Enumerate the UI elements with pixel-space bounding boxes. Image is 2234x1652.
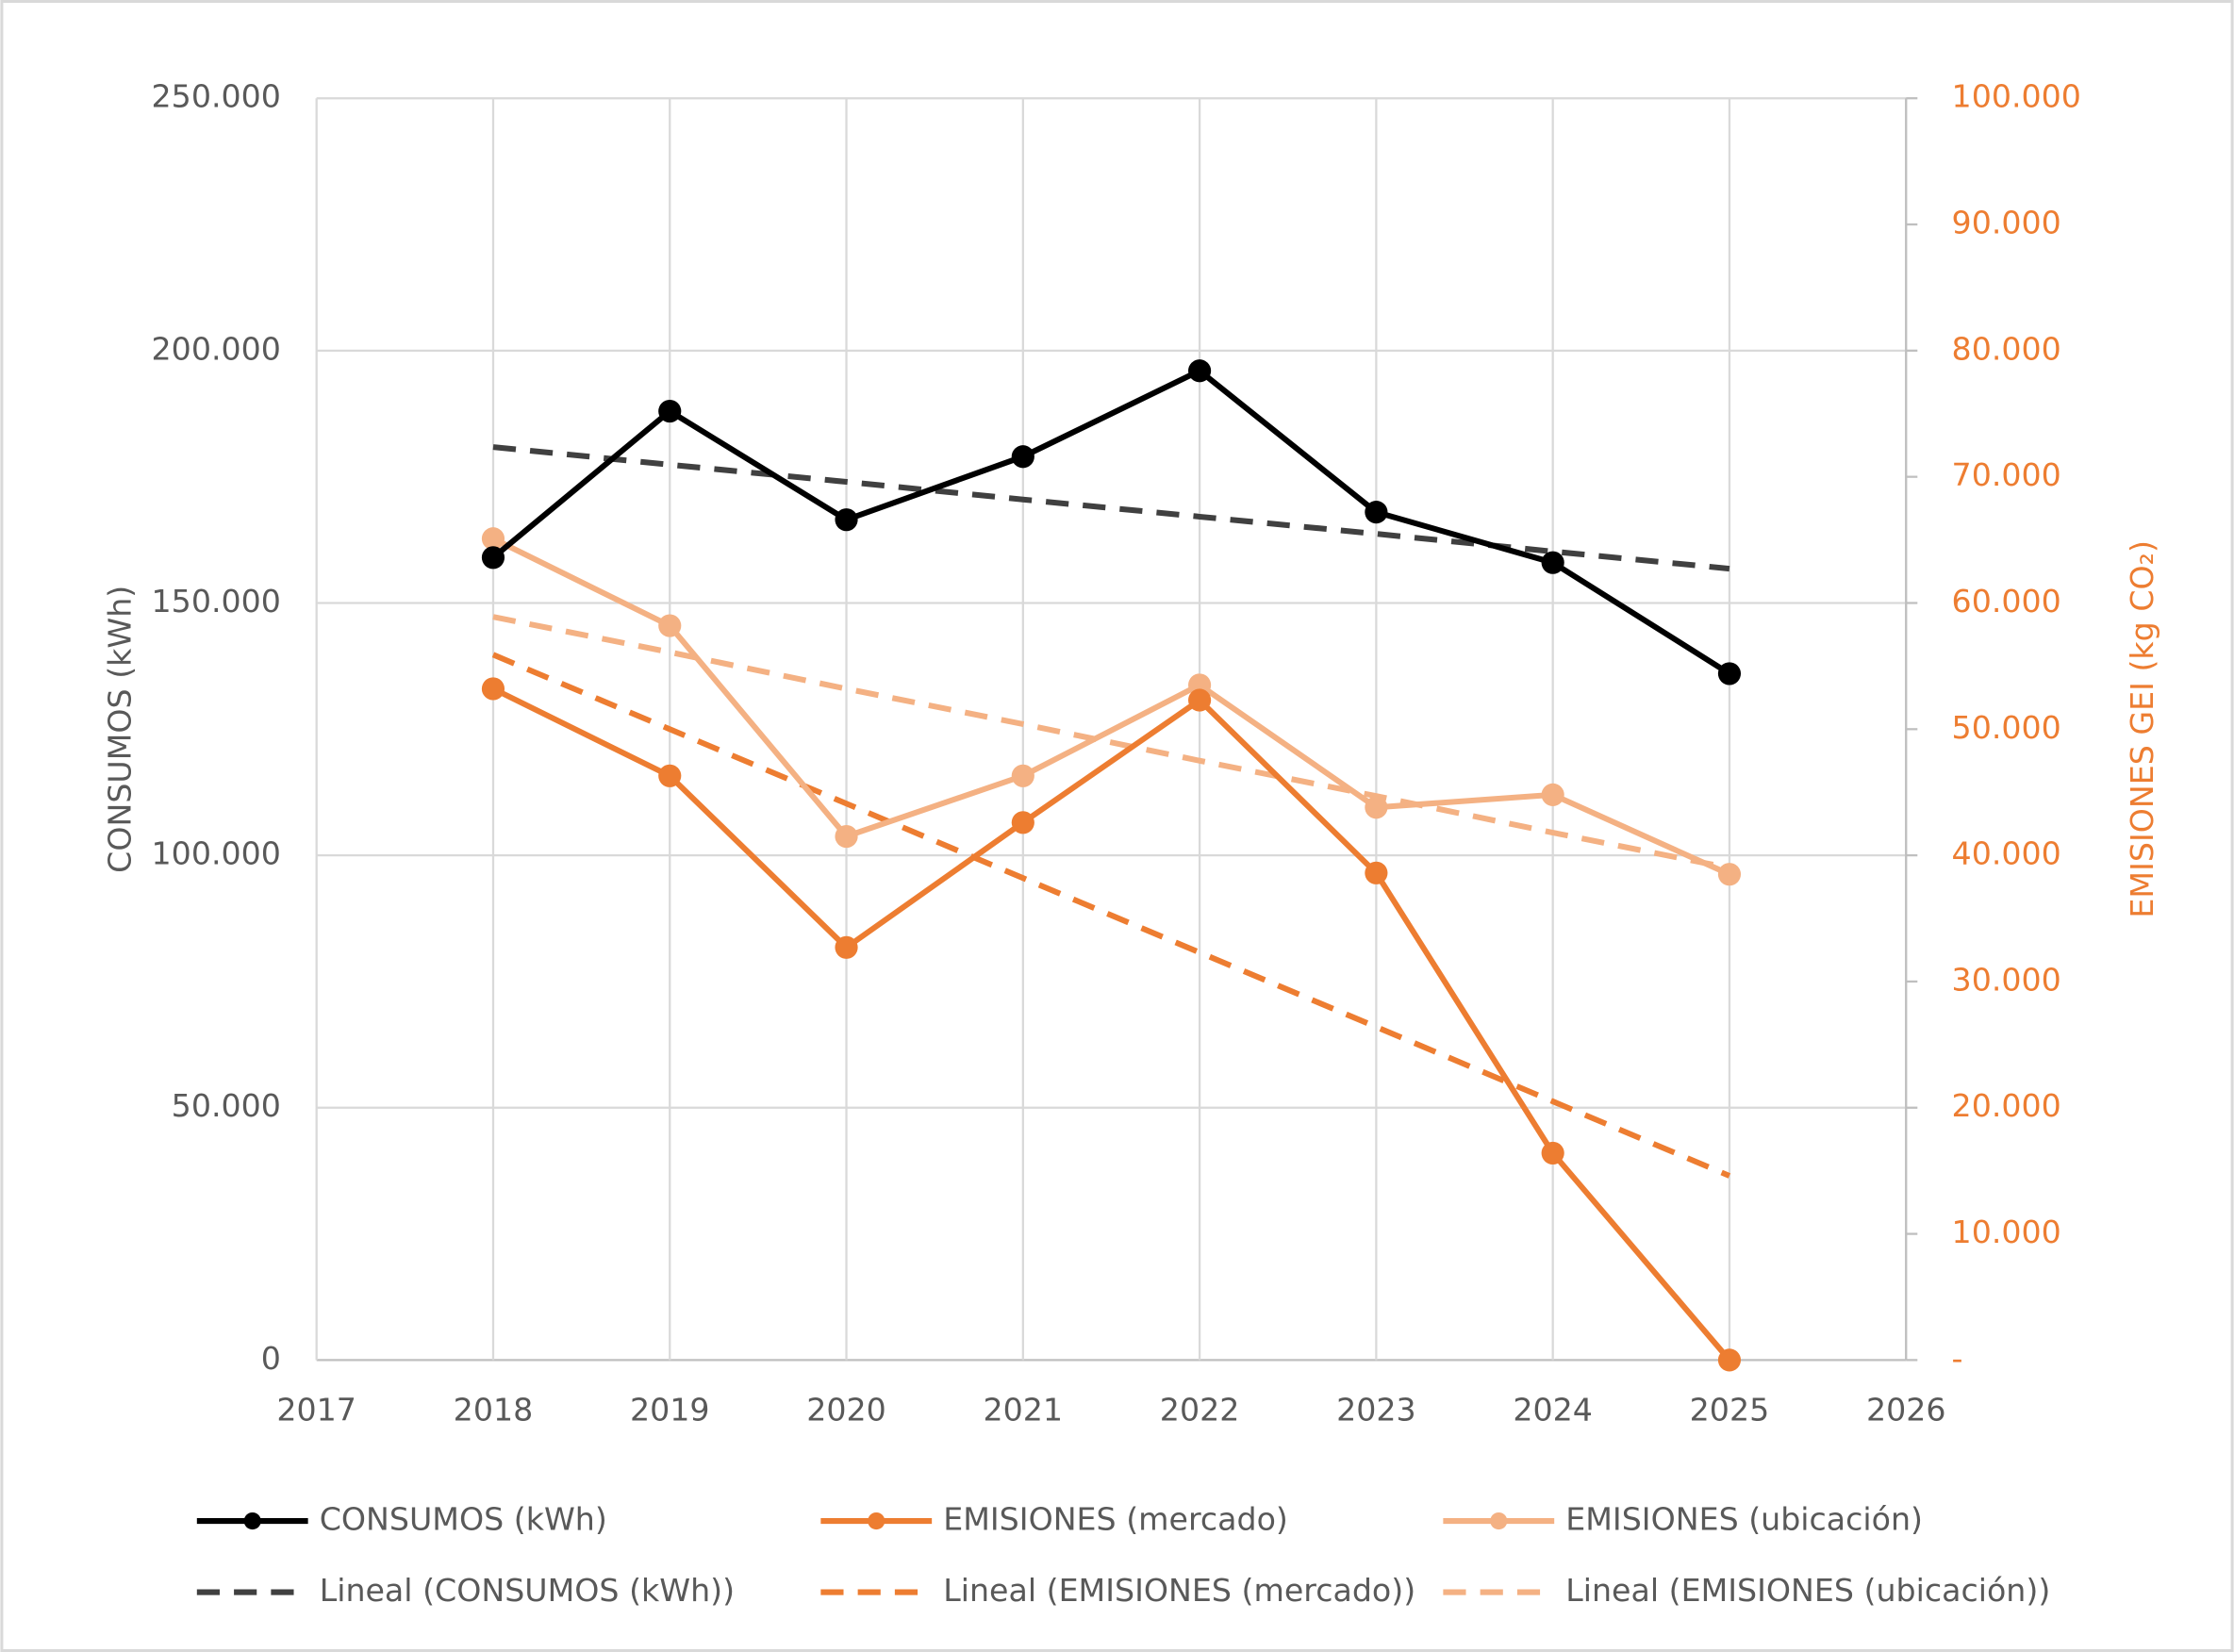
legend-label: CONSUMOS (kWh) xyxy=(320,1501,607,1538)
point-marker xyxy=(835,508,858,532)
y2-tick-label: 20.000 xyxy=(1952,1087,2061,1124)
y-tick-label: 250.000 xyxy=(152,78,281,115)
trend-line xyxy=(492,614,1730,871)
y2-tick-label: 30.000 xyxy=(1952,961,2061,998)
point-marker xyxy=(1365,796,1388,819)
point-marker xyxy=(1717,863,1742,886)
point-marker xyxy=(1541,783,1564,806)
point-marker xyxy=(1188,688,1212,712)
y2-tick-label: - xyxy=(1952,1340,1963,1377)
x-tick-label: 2026 xyxy=(1866,1391,1946,1428)
x-tick-label: 2020 xyxy=(806,1391,886,1428)
y2-axis-label: EMISIONES GEI (kg CO₂) xyxy=(2124,540,2160,918)
point-marker xyxy=(1011,811,1034,834)
trend-line xyxy=(492,444,1730,572)
point-marker xyxy=(658,399,682,423)
y-axis-label: CONSUMOS (kWh) xyxy=(101,586,138,873)
point-marker xyxy=(1011,445,1034,469)
series-line xyxy=(491,686,1732,1363)
series-line xyxy=(491,368,1731,676)
trend-line xyxy=(491,652,1731,1179)
y2-tick-label: 50.000 xyxy=(1952,709,2061,746)
y2-tick-label: 60.000 xyxy=(1952,583,2061,620)
point-marker xyxy=(1365,861,1388,884)
y2-tick-label: 80.000 xyxy=(1952,330,2061,367)
y-tick-label: 200.000 xyxy=(152,330,281,367)
x-tick-label: 2019 xyxy=(630,1391,710,1428)
legend-label: Lineal (EMISIONES (mercado)) xyxy=(943,1572,1415,1609)
point-marker xyxy=(1541,551,1564,574)
y2-tick-label: 40.000 xyxy=(1952,835,2061,872)
legend-marker xyxy=(868,1512,885,1530)
y2-tick-label: 90.000 xyxy=(1952,205,2061,241)
point-marker xyxy=(835,935,858,959)
point-marker xyxy=(658,764,682,787)
legend-label: Lineal (CONSUMOS (kWh)) xyxy=(320,1572,735,1609)
y-tick-label: 50.000 xyxy=(172,1087,281,1124)
y-tick-label: 150.000 xyxy=(152,583,281,620)
y2-tick-label: 70.000 xyxy=(1952,456,2061,493)
point-marker xyxy=(1188,359,1212,383)
point-marker xyxy=(1011,764,1034,787)
legend-label: EMISIONES (ubicación) xyxy=(1565,1501,1923,1538)
x-tick-label: 2018 xyxy=(454,1391,534,1428)
y-tick-label: 100.000 xyxy=(152,835,281,872)
point-marker xyxy=(1541,1141,1564,1165)
x-tick-label: 2023 xyxy=(1336,1391,1416,1428)
point-marker xyxy=(658,614,682,637)
legend-marker xyxy=(243,1512,261,1530)
legend-label: EMISIONES (mercado) xyxy=(943,1501,1288,1538)
series-line xyxy=(491,536,1731,877)
x-tick-label: 2017 xyxy=(276,1391,356,1428)
point-marker xyxy=(1717,662,1742,686)
point-marker xyxy=(1365,501,1388,524)
x-tick-label: 2025 xyxy=(1690,1391,1770,1428)
x-tick-label: 2021 xyxy=(984,1391,1064,1428)
point-marker xyxy=(481,527,505,551)
point-marker xyxy=(481,546,505,570)
point-marker xyxy=(1717,1348,1742,1372)
legend-label: Lineal (EMISIONES (ubicación)) xyxy=(1565,1572,2050,1609)
point-marker xyxy=(481,677,505,701)
y-tick-label: 0 xyxy=(261,1340,281,1377)
point-marker xyxy=(835,824,858,849)
x-tick-label: 2022 xyxy=(1160,1391,1240,1428)
legend-marker xyxy=(1490,1512,1508,1530)
y2-tick-label: 100.000 xyxy=(1952,78,2081,115)
y2-tick-label: 10.000 xyxy=(1952,1214,2061,1250)
x-tick-label: 2024 xyxy=(1513,1391,1593,1428)
